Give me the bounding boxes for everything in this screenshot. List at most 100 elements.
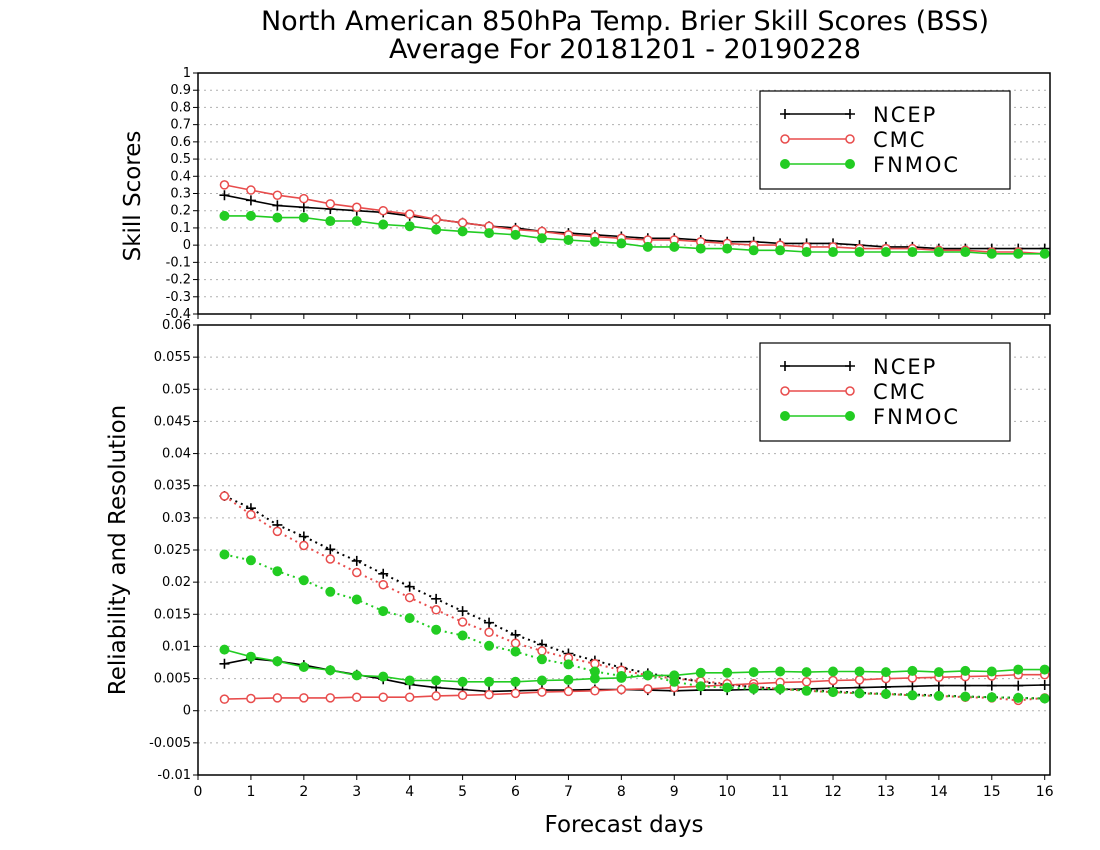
bottom-y-tick-label: 0.01	[162, 639, 191, 654]
x-tick-label: 7	[564, 784, 573, 800]
bottom-point-fnmoc-dotted	[1039, 693, 1050, 704]
bottom-point-ncep-dotted	[457, 606, 468, 617]
bottom-point-fnmoc-dotted	[616, 671, 627, 681]
top-y-tick-label: -0.1	[166, 255, 191, 270]
x-axis-title: Forecast days	[545, 812, 704, 838]
bottom-point-cmc-dotted	[457, 617, 468, 627]
top-point-fnmoc	[536, 233, 547, 244]
bottom-point-cmc-dotted	[325, 554, 336, 564]
bottom-point-cmc	[325, 693, 336, 703]
bottom-point-fnmoc	[695, 667, 706, 678]
top-point-ncep	[272, 200, 283, 211]
bottom-point-cmc	[219, 694, 230, 704]
top-y-tick-label: 1	[183, 66, 191, 81]
chart-subtitle: Average For 20181201 - 20190228	[389, 34, 861, 65]
bottom-point-ncep	[986, 680, 997, 691]
x-tick-label: 10	[718, 784, 736, 800]
top-y-tick-label: 0.7	[170, 118, 191, 133]
bottom-point-fnmoc-dotted	[431, 624, 442, 635]
top-y-tick-label: 0.1	[170, 221, 191, 236]
bottom-point-ncep-dotted	[431, 593, 442, 604]
top-legend-marker-cmc	[845, 134, 855, 144]
bottom-point-cmc	[299, 693, 309, 703]
bottom-point-fnmoc-dotted	[298, 575, 309, 586]
top-point-fnmoc	[219, 210, 230, 221]
top-legend-box	[759, 90, 1011, 190]
bottom-point-fnmoc	[880, 667, 891, 678]
top-point-ncep	[298, 202, 309, 213]
top-point-ncep	[245, 195, 256, 206]
bottom-y-tick-label: 0.02	[162, 575, 191, 590]
bottom-point-fnmoc	[245, 651, 256, 662]
bottom-point-fnmoc	[1013, 664, 1024, 675]
bottom-point-cmc	[643, 684, 653, 694]
bottom-point-fnmoc-dotted	[986, 692, 997, 703]
bottom-point-cmc	[537, 687, 547, 697]
bottom-point-fnmoc-dotted	[642, 670, 653, 681]
bottom-point-fnmoc-dotted	[536, 654, 547, 665]
bottom-series-line-cmc-dotted	[223, 495, 1045, 702]
x-tick-label: 1	[246, 784, 255, 800]
x-tick-label: 13	[877, 784, 895, 800]
bottom-point-ncep-dotted	[351, 555, 362, 566]
top-y-tick-label: 0.5	[170, 152, 191, 167]
bottom-point-fnmoc-dotted	[722, 682, 733, 693]
top-point-fnmoc	[378, 219, 389, 230]
bottom-point-fnmoc	[986, 666, 997, 677]
bottom-legend-marker-ncep	[780, 361, 790, 371]
bottom-y-tick-label: -0.01	[157, 768, 191, 783]
top-point-fnmoc	[1013, 248, 1024, 259]
top-y-tick-label: -0.2	[166, 273, 191, 288]
bottom-y-tick-label: -0.005	[149, 736, 191, 751]
bottom-y-tick-label: 0.04	[162, 447, 191, 462]
top-y-tick-label: 0	[183, 238, 191, 253]
top-point-fnmoc	[642, 241, 653, 252]
bottom-point-ncep	[907, 681, 918, 692]
bottom-point-cmc	[378, 692, 388, 702]
x-tick-label: 4	[405, 784, 414, 800]
top-legend-label-ncep: NCEP	[873, 103, 937, 127]
bottom-point-ncep-dotted	[378, 568, 389, 579]
bottom-point-fnmoc	[351, 670, 362, 681]
bottom-point-fnmoc-dotted	[589, 666, 600, 677]
top-point-fnmoc	[960, 247, 971, 258]
bottom-point-cmc-dotted	[484, 627, 494, 638]
bottom-point-fnmoc-dotted	[854, 688, 865, 699]
x-tick-label: 3	[352, 784, 361, 800]
bottom-point-fnmoc	[775, 666, 786, 677]
bottom-point-fnmoc-dotted	[404, 613, 415, 624]
top-point-fnmoc	[245, 210, 256, 221]
top-y-tick-label: 0.6	[170, 135, 191, 150]
top-point-fnmoc	[457, 226, 468, 237]
top-point-cmc	[325, 199, 336, 209]
top-point-fnmoc	[933, 247, 944, 258]
x-tick-label: 14	[930, 784, 948, 800]
x-tick-label: 9	[670, 784, 679, 800]
top-legend-marker-fnmoc	[780, 159, 790, 169]
bottom-y-tick-label: 0.005	[154, 672, 191, 687]
bottom-point-fnmoc	[298, 662, 309, 672]
bottom-point-cmc	[246, 693, 256, 704]
bottom-point-fnmoc	[1039, 664, 1050, 675]
bottom-point-ncep	[219, 658, 230, 669]
bottom-point-ncep	[933, 680, 944, 691]
bottom-point-fnmoc-dotted	[563, 659, 574, 670]
top-point-fnmoc	[431, 224, 442, 235]
bottom-point-cmc	[854, 675, 865, 685]
x-tick-label: 2	[299, 784, 308, 800]
bottom-point-fnmoc	[219, 644, 230, 655]
bottom-point-cmc-dotted	[431, 605, 441, 615]
bottom-point-cmc-dotted	[537, 646, 547, 656]
bottom-point-fnmoc	[457, 676, 468, 687]
x-tick-label: 15	[983, 784, 1001, 800]
top-legend-marker-ncep	[780, 109, 790, 119]
x-tick-label: 6	[511, 784, 520, 800]
bottom-point-cmc	[510, 688, 521, 699]
top-point-fnmoc	[1039, 248, 1050, 259]
bottom-point-fnmoc-dotted	[748, 683, 759, 694]
x-tick-label: 12	[824, 784, 842, 800]
chart-title: North American 850hPa Temp. Brier Skill …	[261, 6, 989, 37]
bottom-legend-marker-fnmoc	[780, 411, 790, 421]
bottom-point-cmc-dotted	[272, 526, 283, 537]
